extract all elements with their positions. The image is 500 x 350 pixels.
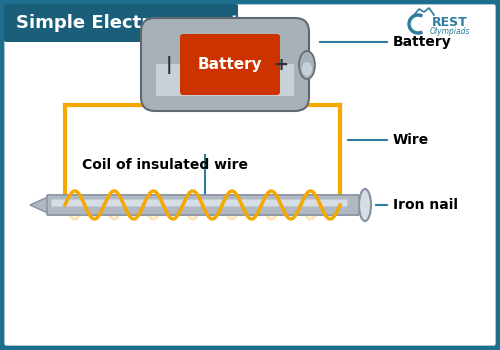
Polygon shape [30,196,50,214]
Text: REST: REST [432,15,468,28]
FancyBboxPatch shape [180,34,280,95]
Text: Battery: Battery [393,35,452,49]
Text: Wire: Wire [393,133,429,147]
FancyBboxPatch shape [141,18,309,111]
FancyBboxPatch shape [47,195,359,215]
Ellipse shape [299,51,315,79]
FancyBboxPatch shape [47,195,359,215]
Text: Battery: Battery [198,57,262,72]
Text: Simple Electromagnet: Simple Electromagnet [16,14,239,32]
Text: Coil of insulated wire: Coil of insulated wire [82,158,248,172]
Text: Iron nail: Iron nail [393,198,458,212]
FancyBboxPatch shape [4,4,238,42]
FancyBboxPatch shape [3,3,497,347]
Ellipse shape [359,189,371,221]
Text: +: + [274,56,288,74]
FancyBboxPatch shape [156,64,294,96]
Text: Olympiads: Olympiads [430,28,470,36]
FancyBboxPatch shape [52,199,348,206]
Ellipse shape [302,62,312,76]
FancyBboxPatch shape [52,199,348,206]
Text: |: | [166,56,172,74]
